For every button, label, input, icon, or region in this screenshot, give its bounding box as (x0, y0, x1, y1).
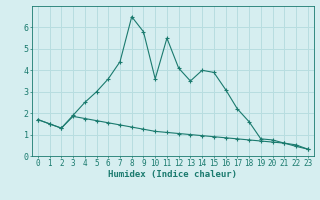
X-axis label: Humidex (Indice chaleur): Humidex (Indice chaleur) (108, 170, 237, 179)
